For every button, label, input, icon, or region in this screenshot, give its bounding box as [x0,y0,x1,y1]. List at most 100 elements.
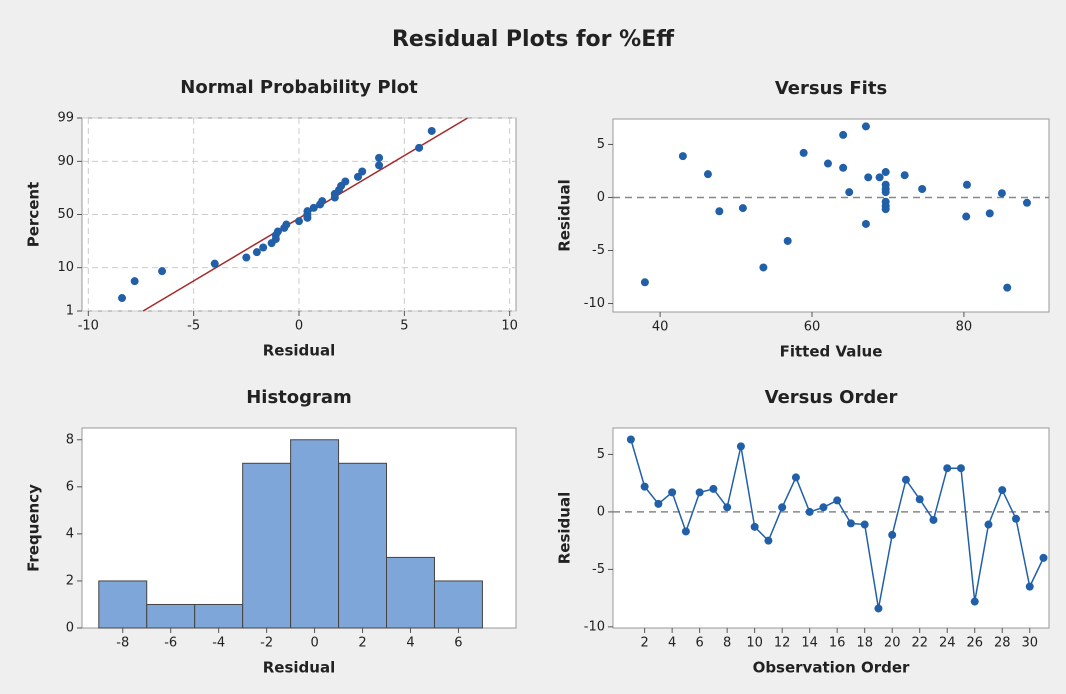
x-tick-label: 5 [400,319,408,334]
x-tick-label: 4 [668,636,676,651]
point [778,503,787,512]
point [626,435,635,444]
figure-title: Residual Plots for %Eff [392,27,675,52]
point [929,515,938,524]
y-tick-label: 90 [57,154,74,169]
bar [433,580,483,629]
point [654,499,663,508]
point [210,259,219,268]
x-tick-label: 30 [1021,636,1038,651]
y-axis-label: Percent [25,182,43,247]
point [375,161,384,170]
point [783,236,792,245]
y-tick-label: 99 [57,111,74,126]
point [353,172,362,181]
point [341,177,350,186]
bar [98,580,148,629]
point [640,482,649,491]
point [1025,582,1034,591]
panel-title: Versus Fits [775,78,887,99]
point [881,168,890,177]
x-tick-label: -2 [260,636,273,651]
x-tick-label: 24 [939,636,956,651]
y-tick-label: -5 [592,243,605,258]
point [823,159,832,168]
y-tick-label: 0 [66,621,74,636]
point [888,530,897,539]
panel-title: Normal Probability Plot [180,77,418,98]
y-tick-label: 10 [57,260,74,275]
y-tick-label: 0 [597,504,605,519]
panel-title: Histogram [246,387,352,408]
x-tick-label: 10 [746,636,763,651]
bar [386,556,435,629]
x-tick-label: 40 [652,320,669,335]
point [985,209,994,218]
point [130,277,139,286]
x-tick-label: 8 [723,636,731,651]
x-tick-label: -8 [116,636,129,651]
plot-area [612,118,1050,313]
point [668,488,677,497]
x-axis-label: Fitted Value [780,343,883,361]
panel-title: Versus Order [765,387,898,408]
point [764,536,773,545]
point [118,294,127,303]
point [295,217,303,226]
point [709,484,718,493]
point [881,205,890,214]
point [1022,198,1031,207]
x-tick-label: 80 [956,320,973,335]
y-tick-label: 6 [66,479,74,494]
x-tick-label: 6 [454,636,462,651]
point [375,153,384,162]
point [956,464,965,473]
y-tick-label: -5 [592,562,605,577]
point [860,520,869,529]
bar [290,439,340,629]
point [805,507,814,516]
point [759,263,768,272]
y-tick-label: 5 [597,137,605,152]
y-tick-label: -10 [584,619,605,634]
y-tick-label: 2 [66,573,74,588]
point [415,143,424,152]
y-tick-label: 0 [597,190,605,205]
point [833,496,842,505]
x-tick-label: 60 [804,320,821,335]
point [723,503,732,512]
point [282,220,291,229]
plot-area [612,427,1050,629]
point [1039,553,1048,562]
x-tick-label: -5 [187,319,200,334]
point [943,464,952,473]
point [318,197,327,206]
point [799,148,808,157]
point [736,442,745,451]
point [874,604,883,613]
point [881,188,890,197]
point [309,203,318,212]
bar [242,462,292,629]
point [864,173,873,182]
point [918,184,927,193]
x-axis-label: Residual [263,659,335,677]
point [750,522,759,531]
point [738,204,747,213]
x-tick-label: 12 [774,636,791,651]
point [242,253,251,262]
x-axis-label: Observation Order [753,659,910,677]
point [640,278,649,287]
point [901,475,910,484]
point [819,503,828,512]
point [839,130,848,139]
point [915,495,924,504]
bar [146,603,196,629]
point [845,188,854,197]
x-tick-label: 0 [295,319,303,334]
point [900,171,909,180]
point [695,488,704,497]
point [839,163,848,172]
point [970,597,979,606]
